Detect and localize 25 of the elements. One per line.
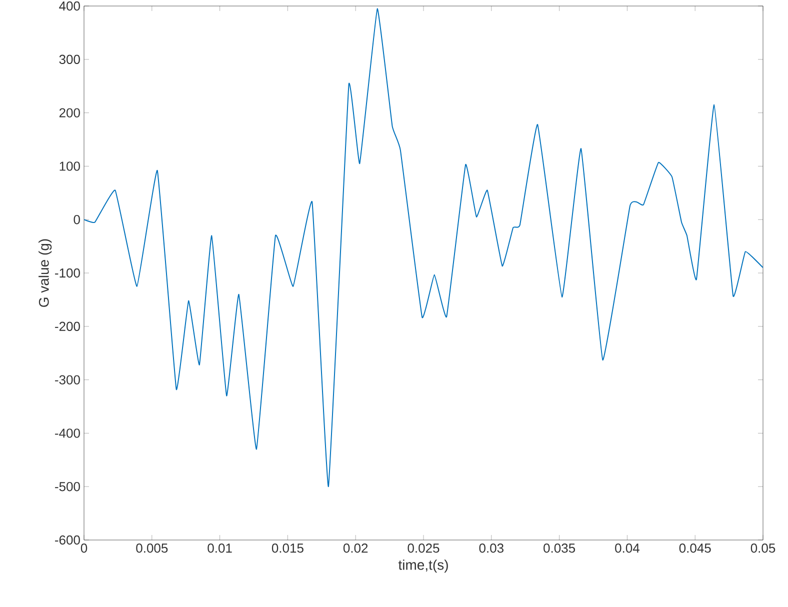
x-tick-label: 0.015: [272, 544, 304, 553]
y-tick-label: -100: [55, 268, 80, 278]
x-tick-label: 0.04: [615, 544, 640, 553]
y-axis-title: G value (g): [38, 239, 52, 307]
x-axis-title: time,t(s): [398, 560, 448, 573]
x-tick-label: 0.02: [343, 544, 368, 553]
y-tick-label: -500: [55, 482, 80, 492]
y-tick-label: 100: [60, 162, 80, 171]
y-tick-label: 400: [59, 1, 80, 11]
x-tick-label: 0.005: [136, 544, 168, 553]
x-tick-label: 0.045: [679, 544, 711, 553]
x-tick-label: 0.03: [479, 544, 504, 553]
x-tick-label: 0.05: [750, 544, 776, 553]
y-tick-label: -400: [55, 428, 80, 438]
y-tick-label: -300: [55, 375, 80, 384]
x-tick-label: 0.035: [544, 544, 576, 553]
x-tick-label: 0.025: [408, 544, 440, 553]
x-tick-label: 0.01: [208, 544, 232, 553]
line-series: [84, 8, 764, 488]
y-tick-label: -200: [55, 322, 80, 331]
y-tick-label: 200: [59, 108, 80, 118]
y-tick-label: -600: [55, 535, 80, 545]
y-tick-label: 300: [59, 54, 80, 64]
x-tick-label: 0: [80, 544, 88, 553]
y-tick-label: 0: [74, 214, 80, 224]
